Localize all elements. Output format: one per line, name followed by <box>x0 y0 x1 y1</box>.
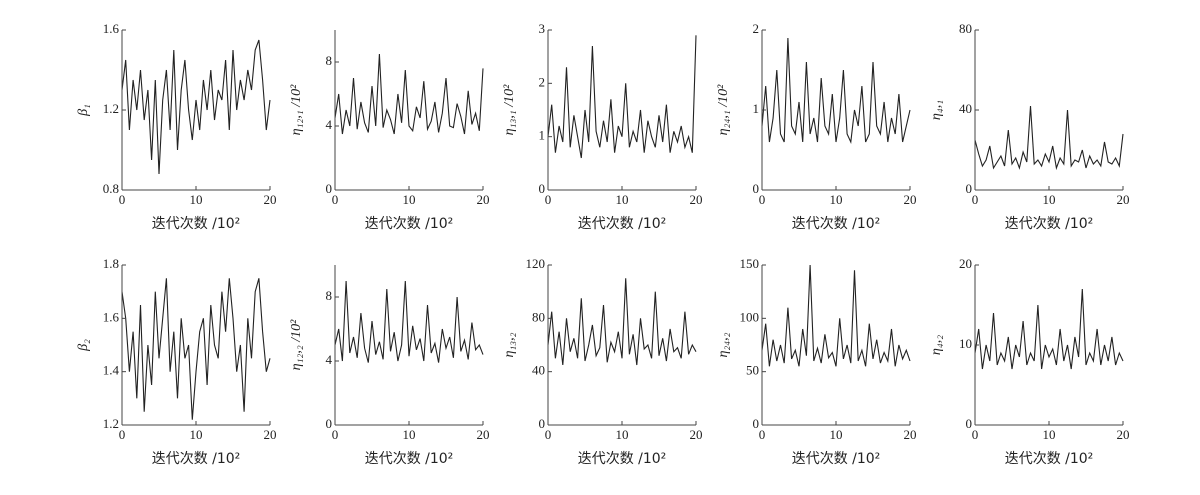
x-tick-label: 20 <box>477 192 490 207</box>
x-tick-label: 20 <box>904 427 917 442</box>
y-tick-label: 0 <box>966 416 973 431</box>
x-tick-label: 0 <box>332 427 339 442</box>
x-axis-label: 迭代次数 /10² <box>365 216 454 232</box>
x-tick-label: 20 <box>690 427 703 442</box>
y-tick-label: 4 <box>326 117 333 132</box>
y-axis-label: η₁₃,₁ /10² <box>502 84 517 135</box>
x-tick-label: 20 <box>264 192 277 207</box>
y-tick-label: 0 <box>753 416 760 431</box>
y-axis-label: η₁₂,₁ /10² <box>289 84 304 135</box>
y-tick-label: 1.8 <box>103 256 119 271</box>
x-tick-label: 20 <box>477 427 490 442</box>
y-tick-label: 50 <box>746 363 759 378</box>
y-tick-label: 0 <box>539 416 546 431</box>
y-axis-label: η₄,₂ <box>929 335 944 355</box>
x-axis-label: 迭代次数 /10² <box>1005 216 1094 232</box>
y-tick-label: 0.8 <box>103 181 119 196</box>
y-tick-label: 40 <box>532 363 545 378</box>
y-tick-label: 2 <box>753 21 760 36</box>
x-tick-label: 0 <box>759 192 766 207</box>
x-tick-label: 20 <box>1117 427 1130 442</box>
y-tick-label: 1 <box>753 101 760 116</box>
y-tick-label: 0 <box>539 181 546 196</box>
x-tick-label: 10 <box>830 427 843 442</box>
x-axis-label: 迭代次数 /10² <box>1005 451 1094 467</box>
y-axis-label: η₄,₁ <box>929 100 944 120</box>
y-tick-label: 0 <box>966 181 973 196</box>
y-tick-label: 80 <box>532 309 545 324</box>
y-tick-label: 0 <box>326 416 333 431</box>
y-tick-label: 120 <box>526 256 546 271</box>
trace-line <box>761 37 911 145</box>
y-tick-label: 1.2 <box>103 416 119 431</box>
y-tick-label: 1.6 <box>103 21 120 36</box>
trace-line <box>761 264 911 367</box>
x-tick-label: 10 <box>616 192 629 207</box>
trace-line <box>334 280 484 363</box>
y-tick-label: 1 <box>539 128 546 143</box>
x-axis-label: 迭代次数 /10² <box>578 451 667 467</box>
y-axis-label: β₁ <box>76 104 91 117</box>
x-axis-label: 迭代次数 /10² <box>578 216 667 232</box>
x-tick-label: 10 <box>403 427 416 442</box>
x-tick-label: 10 <box>1043 427 1056 442</box>
x-tick-label: 20 <box>904 192 917 207</box>
x-tick-label: 0 <box>545 192 552 207</box>
x-tick-label: 10 <box>190 427 203 442</box>
y-axis-label: η₂₄,₁ /10² <box>716 84 731 135</box>
x-axis-label: 迭代次数 /10² <box>365 451 454 467</box>
y-axis-label: η₂₄,₂ <box>716 332 731 357</box>
trace-line <box>121 278 271 420</box>
trace-line <box>974 105 1124 171</box>
y-tick-label: 80 <box>959 21 972 36</box>
y-tick-label: 0 <box>753 181 760 196</box>
y-tick-label: 8 <box>326 288 333 303</box>
y-tick-label: 4 <box>326 352 333 367</box>
y-tick-label: 20 <box>959 256 972 271</box>
y-tick-label: 10 <box>959 336 972 351</box>
x-tick-label: 10 <box>190 192 203 207</box>
x-tick-label: 10 <box>616 427 629 442</box>
y-axis-label: η₁₂,₂ /10² <box>289 319 304 370</box>
x-tick-label: 0 <box>972 427 979 442</box>
x-tick-label: 20 <box>1117 192 1130 207</box>
trace-line <box>334 53 484 135</box>
x-tick-label: 10 <box>1043 192 1056 207</box>
x-tick-label: 0 <box>759 427 766 442</box>
x-axis-label: 迭代次数 /10² <box>792 451 881 467</box>
y-tick-label: 2 <box>539 74 546 89</box>
x-tick-label: 0 <box>332 192 339 207</box>
x-tick-label: 20 <box>690 192 703 207</box>
x-tick-label: 0 <box>545 427 552 442</box>
x-axis-label: 迭代次数 /10² <box>152 451 241 467</box>
x-tick-label: 0 <box>119 192 126 207</box>
y-tick-label: 8 <box>326 53 333 68</box>
y-tick-label: 1.2 <box>103 101 119 116</box>
y-tick-label: 0 <box>326 181 333 196</box>
trace-line <box>547 35 697 159</box>
x-axis-label: 迭代次数 /10² <box>792 216 881 232</box>
x-axis-label: 迭代次数 /10² <box>152 216 241 232</box>
x-tick-label: 20 <box>264 427 277 442</box>
trace-line <box>974 288 1124 370</box>
y-tick-label: 40 <box>959 101 972 116</box>
x-tick-label: 10 <box>830 192 843 207</box>
y-tick-label: 150 <box>740 256 760 271</box>
x-tick-label: 0 <box>972 192 979 207</box>
y-tick-label: 3 <box>539 21 546 36</box>
trace-line <box>121 39 271 175</box>
trace-line <box>547 278 697 366</box>
y-tick-label: 100 <box>740 309 760 324</box>
y-tick-label: 1.6 <box>103 309 120 324</box>
x-tick-label: 10 <box>403 192 416 207</box>
y-axis-label: η₁₃,₂ <box>502 332 517 357</box>
y-axis-label: β₂ <box>76 339 91 352</box>
y-tick-label: 1.4 <box>103 363 120 378</box>
x-tick-label: 0 <box>119 427 126 442</box>
